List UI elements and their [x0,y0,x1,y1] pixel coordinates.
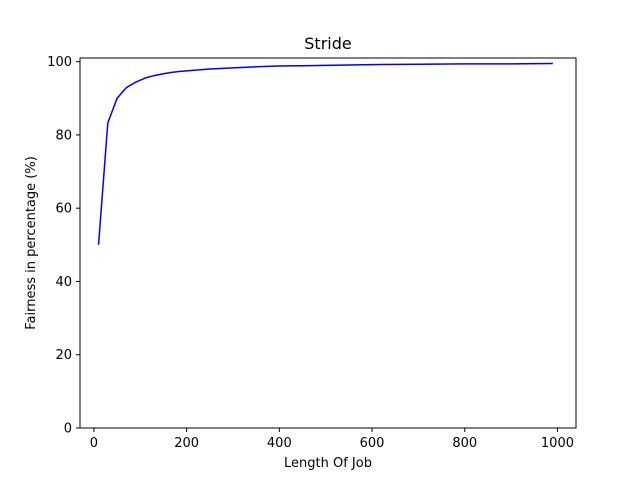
x-tick-label: 400 [267,436,292,451]
plot-layer [97,62,553,245]
y-tick-label: 0 [64,422,72,437]
y-tick-label: 20 [55,348,72,363]
ticks-layer: 0 200 400 600 800 1000 0 20 40 60 80 100 [47,55,574,451]
y-tick-label: 60 [55,202,72,217]
x-tick-label: 600 [360,436,385,451]
chart-title: Stride [304,34,351,53]
x-tick-label: 0 [90,436,98,451]
y-tick-label: 40 [55,275,72,290]
x-axis-title: Length Of Job [284,456,372,471]
series-line [97,62,553,245]
plot-frame [79,57,577,429]
x-tick-label: 200 [174,436,199,451]
x-tick-label: 800 [452,436,477,451]
y-tick-label: 80 [55,128,72,143]
y-tick-label: 100 [47,55,72,70]
y-axis-title: Fairness in percentage (%) [24,156,39,330]
x-tick-label: 1000 [541,436,574,451]
